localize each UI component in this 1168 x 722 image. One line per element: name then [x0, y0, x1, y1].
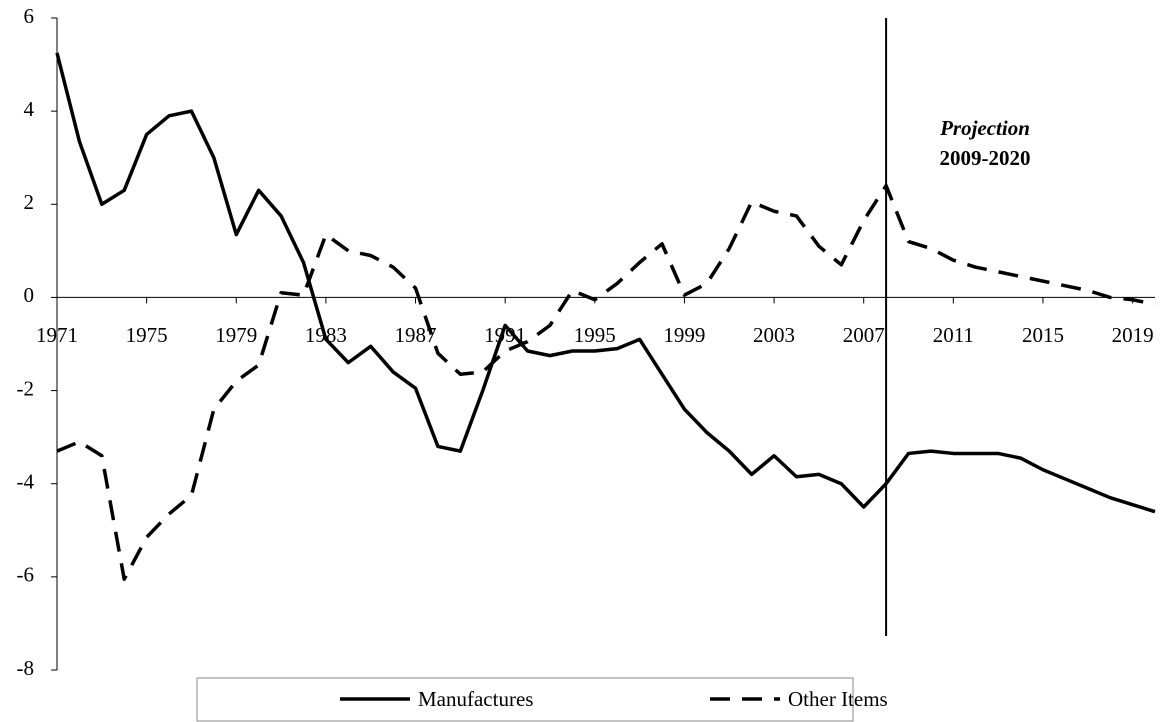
- y-tick-label: 6: [24, 4, 35, 28]
- x-tick-label: 2003: [753, 323, 795, 347]
- y-tick-label: -8: [17, 656, 35, 680]
- y-tick-label: -6: [17, 563, 35, 587]
- x-tick-label: 2015: [1022, 323, 1064, 347]
- legend-label: Other Items: [788, 687, 888, 711]
- x-tick-label: 1975: [126, 323, 168, 347]
- series-line: [56, 183, 1156, 581]
- y-tick-label: 4: [24, 97, 35, 121]
- y-tick-label: -2: [17, 376, 35, 400]
- annotation-title: Projection: [939, 116, 1030, 140]
- x-tick-label: 1995: [574, 323, 616, 347]
- x-tick-label: 2011: [933, 323, 974, 347]
- x-tick-label: 2019: [1112, 323, 1154, 347]
- y-tick-label: 2: [24, 190, 35, 214]
- annotation-subtitle: 2009-2020: [940, 146, 1031, 170]
- x-tick-label: 1971: [36, 323, 78, 347]
- y-tick-label: -4: [17, 470, 35, 494]
- x-tick-label: 1979: [215, 323, 257, 347]
- series-line: [55, 52, 1156, 514]
- x-tick-label: 2007: [843, 323, 885, 347]
- x-tick-label: 1999: [663, 323, 705, 347]
- y-tick-label: 0: [24, 283, 35, 307]
- legend-label: Manufactures: [418, 687, 533, 711]
